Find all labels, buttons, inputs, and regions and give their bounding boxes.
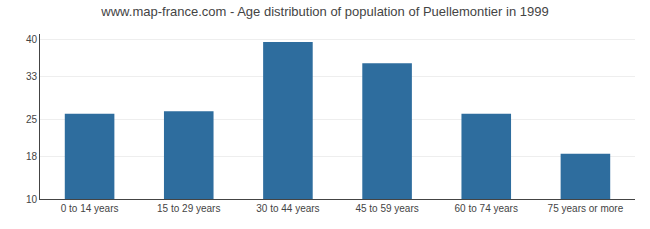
svg-text:45 to 59 years: 45 to 59 years	[355, 203, 418, 214]
svg-text:25: 25	[26, 114, 38, 125]
svg-text:www.map-france.com - Age distr: www.map-france.com - Age distribution of…	[100, 4, 548, 19]
svg-text:33: 33	[26, 71, 38, 82]
svg-text:18: 18	[26, 151, 38, 162]
svg-text:0 to 14 years: 0 to 14 years	[61, 203, 119, 214]
svg-text:40: 40	[26, 34, 38, 45]
svg-text:15 to 29 years: 15 to 29 years	[157, 203, 220, 214]
svg-text:75 years or more: 75 years or more	[548, 203, 624, 214]
svg-text:10: 10	[26, 194, 38, 205]
svg-text:30 to 44 years: 30 to 44 years	[256, 203, 319, 214]
svg-text:60 to 74 years: 60 to 74 years	[455, 203, 518, 214]
